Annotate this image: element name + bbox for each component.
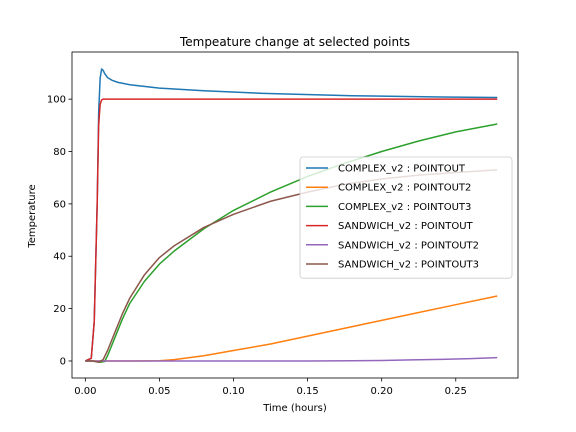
- legend-entry: SANDWICH_v2 : POINTOUT: [338, 221, 474, 232]
- x-axis-label: Time (hours): [262, 403, 327, 414]
- x-tick-label: 0.10: [222, 386, 244, 397]
- y-axis-ticks: 0 20 40 60 80 100: [47, 95, 72, 367]
- y-tick-label: 60: [53, 199, 66, 210]
- x-tick-label: 0.00: [74, 386, 96, 397]
- x-tick-label: 0.20: [371, 386, 393, 397]
- x-tick-label: 0.25: [445, 386, 467, 397]
- chart-title: Tempeature change at selected points: [179, 35, 410, 49]
- series-line-4: [85, 98, 498, 362]
- y-tick-label: 0: [60, 356, 66, 367]
- y-tick-label: 100: [47, 95, 66, 106]
- legend-entry: COMPLEX_v2 : POINTOUT2: [338, 183, 471, 194]
- y-tick-label: 20: [53, 304, 66, 315]
- legend-entry: SANDWICH_v2 : POINTOUT3: [338, 260, 479, 271]
- legend: COMPLEX_v2 : POINTOUT COMPLEX_v2 : POINTO…: [299, 156, 513, 279]
- y-axis-label: Temperature: [27, 184, 38, 248]
- y-tick-label: 40: [53, 252, 66, 263]
- x-tick-label: 0.05: [148, 386, 170, 397]
- x-axis-ticks: 0.00 0.05 0.10 0.15 0.20 0.25: [74, 378, 467, 397]
- series-line-5: [85, 356, 498, 362]
- legend-entry: SANDWICH_v2 : POINTOUT2: [338, 240, 479, 251]
- y-tick-label: 80: [53, 147, 66, 158]
- legend-box: [299, 156, 513, 279]
- legend-entry: COMPLEX_v2 : POINTOUT3: [338, 202, 471, 213]
- x-tick-label: 0.15: [296, 386, 318, 397]
- plot-frame: [71, 51, 519, 379]
- legend-entry: COMPLEX_v2 : POINTOUT: [338, 164, 466, 175]
